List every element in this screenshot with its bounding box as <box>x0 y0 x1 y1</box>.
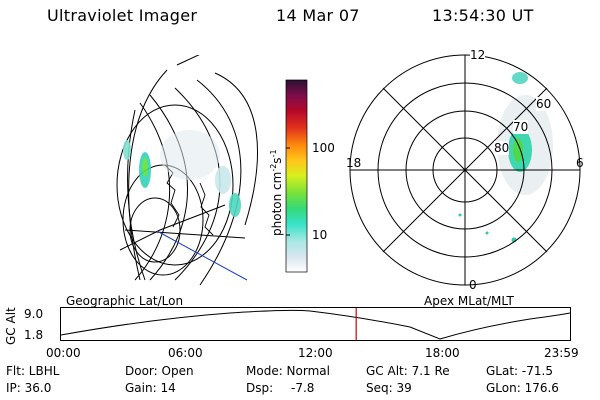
altitude-xtick: 06:00 <box>168 346 203 360</box>
latitude-ring <box>129 197 181 263</box>
meridian-line <box>134 102 171 281</box>
meridian-line <box>174 87 221 281</box>
date-label: 14 Mar 07 <box>276 6 360 25</box>
apex-label: Apex MLat/MLT <box>424 294 514 308</box>
altitude-curve <box>60 309 571 340</box>
altitude-xtick: 23:59 <box>544 346 579 360</box>
mlt-label-bottom: 0 <box>469 278 477 292</box>
parallel-line <box>119 204 226 251</box>
altitude-frame <box>60 307 571 341</box>
time-label: 13:54:30 UT <box>432 6 534 25</box>
altitude-ytick: 9.0 <box>24 307 44 321</box>
meridian-line <box>196 79 242 285</box>
mlat-label: 80 <box>494 141 510 155</box>
dsp-value: -7.8 <box>291 381 315 395</box>
altitude-xtick: 12:00 <box>298 346 333 360</box>
colorbar-scale <box>285 79 308 273</box>
latitude-ring <box>122 164 204 276</box>
aurora-emission <box>123 130 241 217</box>
altitude-xtick: 00:00 <box>46 346 81 360</box>
colorbar-tick-label: 10 <box>312 228 328 242</box>
ip-status: IP: 36.0 <box>6 381 52 395</box>
parallel-line <box>124 229 246 239</box>
mlt-line-diagonal <box>382 87 548 253</box>
mlat-label: 70 <box>513 120 529 134</box>
colorbar-units: photon cm-2s-1 <box>269 149 284 236</box>
meridian-line <box>176 55 200 66</box>
door-status: Door: Open <box>125 364 194 378</box>
geographic-label: Geographic Lat/Lon <box>66 294 184 308</box>
terminator-line <box>156 230 248 281</box>
gc-alt-status: GC Alt: 7.1 Re <box>366 364 450 378</box>
geographic-map <box>116 55 258 285</box>
mlt-label-top: 12 <box>470 48 486 62</box>
seq-status: Seq: 39 <box>366 381 412 395</box>
filter-status: Flt: LBHL <box>6 364 60 378</box>
parallel-line <box>127 109 146 281</box>
polar-plot <box>349 54 581 286</box>
gain-status: Gain: 14 <box>125 381 176 395</box>
meridian-line <box>149 94 188 281</box>
altitude-xtick: 18:00 <box>425 346 460 360</box>
mode-status: Mode: Normal <box>246 364 330 378</box>
glon-status: GLon: 176.6 <box>486 381 559 395</box>
meridian-line <box>214 72 258 226</box>
altitude-ytick: 1.8 <box>24 328 44 342</box>
colorbar <box>285 79 308 273</box>
latitude-ring <box>116 104 234 266</box>
mlt-label-right: 6 <box>576 156 584 170</box>
glat-status: GLat: -71.5 <box>486 364 553 378</box>
parallel-line <box>128 69 168 281</box>
mlat-label: 60 <box>536 97 552 111</box>
dsp-label: Dsp: <box>246 381 274 395</box>
colorbar-tick-label: 100 <box>312 141 335 155</box>
altitude-plot <box>60 307 571 341</box>
coastline <box>199 182 214 236</box>
altitude-ylabel: GC Alt <box>4 307 18 345</box>
mlt-label-left: 18 <box>346 156 362 170</box>
instrument-title: Ultraviolet Imager <box>47 6 198 25</box>
